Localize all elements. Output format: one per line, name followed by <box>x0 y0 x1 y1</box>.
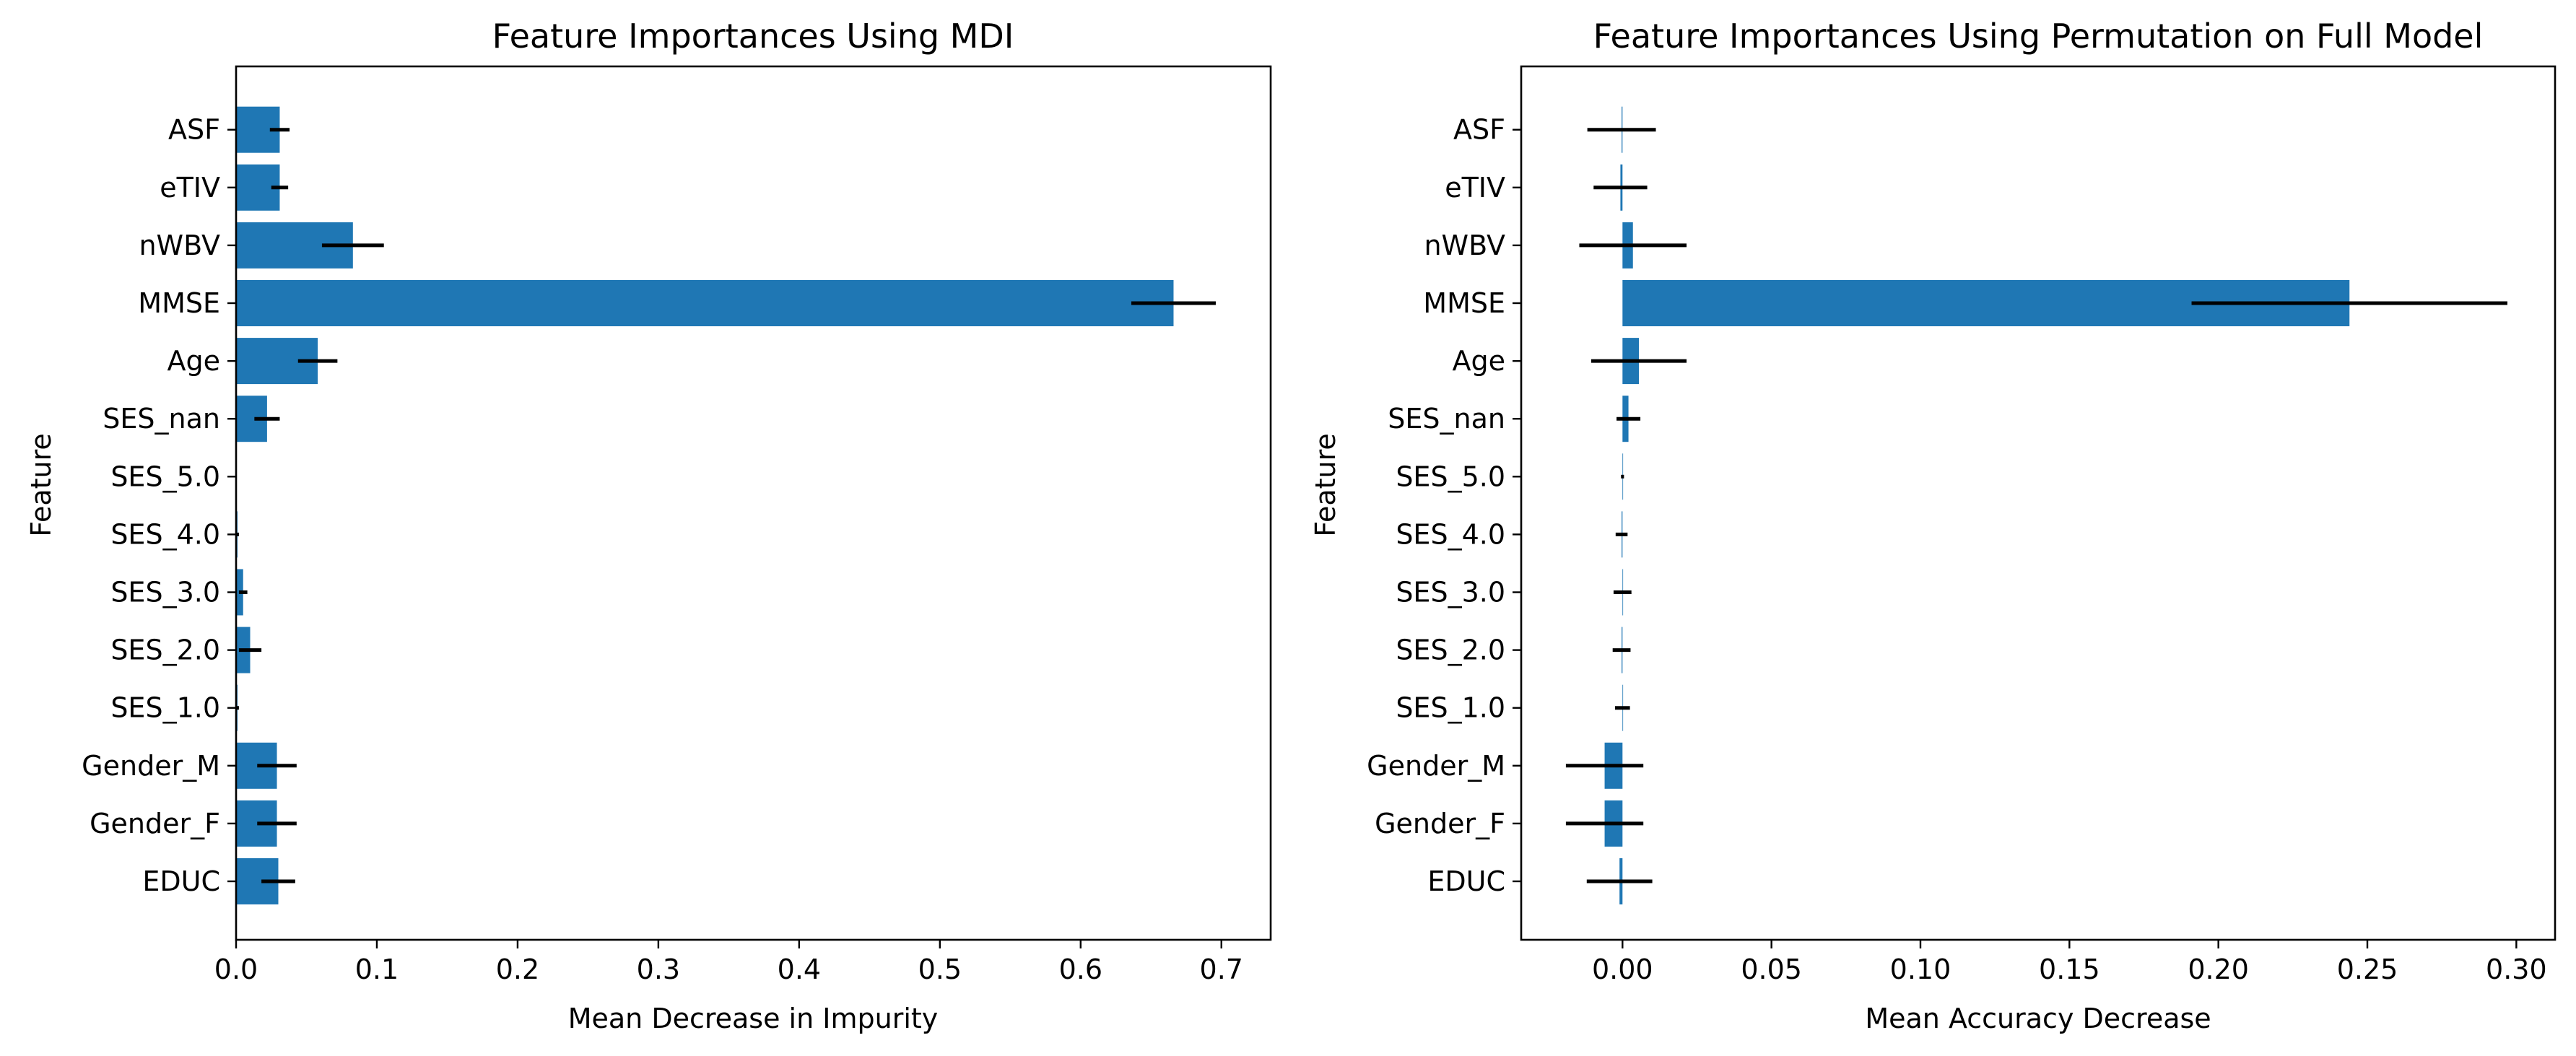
y-tick-label: MMSE <box>1423 287 1505 319</box>
y-tick-label: ASF <box>1453 114 1505 146</box>
x-axis-label: Mean Accuracy Decrease <box>1865 1003 2211 1034</box>
y-tick-label: Gender_F <box>1375 808 1505 839</box>
x-tick-label: 0.20 <box>2188 954 2249 985</box>
mdi-importance-chart: Feature Importances Using MDI 0.0 0.1 0.2 0… <box>25 17 1272 1034</box>
x-tick-label: 0.2 <box>496 954 539 985</box>
y-axis-label: Feature <box>1310 433 1341 537</box>
x-tick-label: 0.6 <box>1059 954 1102 985</box>
y-tick-label: Age <box>167 345 221 377</box>
x-tick-label: 0.0 <box>214 954 258 985</box>
y-tick-label: EDUC <box>1427 865 1505 897</box>
permutation-importance-chart: Feature Importances Using Permutation on… <box>1310 17 2557 1034</box>
y-tick-label: Gender_M <box>1367 750 1505 782</box>
y-axis-label: Feature <box>25 433 57 537</box>
x-tick-label: 0.1 <box>355 954 399 985</box>
y-tick-label: SES_4.0 <box>1396 518 1505 550</box>
y-tick-label: SES_2.0 <box>110 634 220 666</box>
x-tick-label: 0.15 <box>2039 954 2100 985</box>
x-tick-label: 0.00 <box>1592 954 1653 985</box>
plot-frame <box>235 65 1272 941</box>
y-tick-label: Gender_F <box>90 808 220 839</box>
y-tick-label: eTIV <box>1445 172 1505 204</box>
x-tick-label: 0.7 <box>1200 954 1243 985</box>
chart-title: Feature Importances Using Permutation on… <box>1593 17 2484 56</box>
x-tick-label: 0.10 <box>1890 954 1951 985</box>
y-tick-label: SES_5.0 <box>110 461 220 492</box>
y-tick-label: Age <box>1453 345 1506 377</box>
x-tick-label: 0.5 <box>918 954 962 985</box>
y-tick-label: SES_3.0 <box>1396 577 1505 608</box>
y-tick-label: nWBV <box>139 230 220 261</box>
x-axis-label: Mean Decrease in Impurity <box>568 1003 939 1034</box>
bar-mmse <box>236 280 1174 326</box>
y-tick-label: Gender_M <box>82 750 220 782</box>
chart-title: Feature Importances Using MDI <box>492 17 1014 56</box>
y-tick-label: SES_3.0 <box>110 577 220 608</box>
y-tick-label: SES_4.0 <box>110 518 220 550</box>
x-tick-label: 0.3 <box>637 954 680 985</box>
y-tick-label: SES_1.0 <box>1396 692 1505 724</box>
x-tick-label: 0.30 <box>2486 954 2547 985</box>
y-tick-label: SES_5.0 <box>1396 461 1505 492</box>
x-tick-label: 0.25 <box>2337 954 2398 985</box>
y-tick-label: MMSE <box>138 287 220 319</box>
y-tick-label: EDUC <box>142 865 220 897</box>
y-tick-label: eTIV <box>160 172 220 204</box>
y-tick-label: SES_2.0 <box>1396 634 1505 666</box>
y-tick-label: SES_nan <box>103 403 220 435</box>
y-tick-label: nWBV <box>1424 230 1505 261</box>
y-tick-label: SES_nan <box>1388 403 1505 435</box>
plot-frame <box>1520 65 2557 941</box>
y-tick-label: SES_1.0 <box>110 692 220 724</box>
x-tick-label: 0.05 <box>1741 954 1802 985</box>
x-tick-label: 0.4 <box>778 954 821 985</box>
y-tick-label: ASF <box>168 114 220 146</box>
